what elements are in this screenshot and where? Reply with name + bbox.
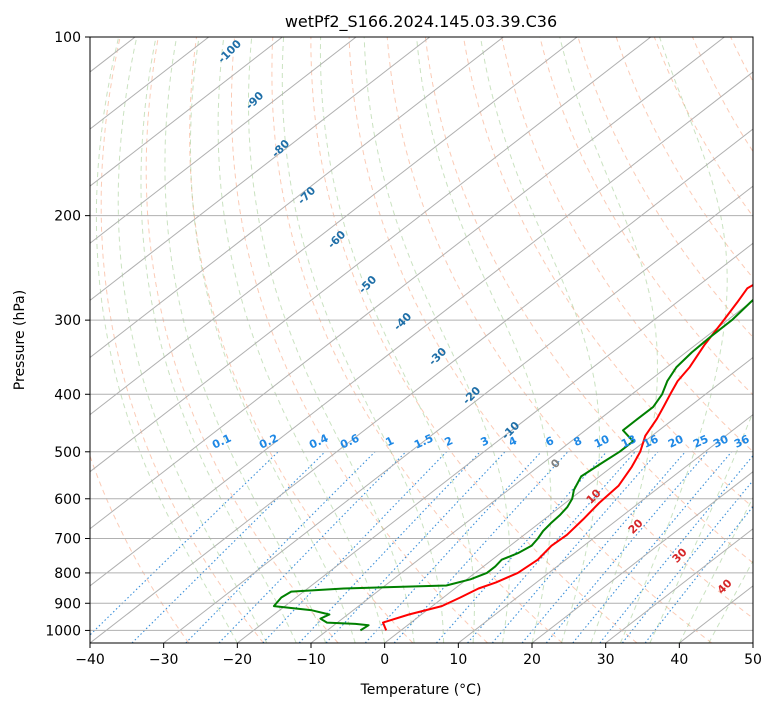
temperature-line: [382, 283, 753, 631]
y-tick-label: 600: [54, 492, 81, 508]
isotherm-line: [90, 37, 578, 416]
isotherm-line: [90, 37, 504, 359]
x-tick-label: 20: [523, 652, 541, 668]
mixing-ratio-line: [467, 451, 636, 643]
mixing-ratio-label: 30: [711, 432, 731, 450]
x-tick-label: −30: [149, 652, 179, 668]
mixing-ratio-line: [262, 451, 447, 643]
plot-frame: [89, 36, 754, 644]
mixing-ratio-label: 36: [732, 432, 752, 450]
y-tick-label: 400: [54, 387, 81, 403]
mixing-ratio-line: [131, 451, 326, 643]
isotherm-line: [163, 185, 753, 643]
grid-lines: [90, 37, 753, 643]
moist-adiabat: [678, 496, 753, 643]
y-tick-label: 1000: [45, 623, 81, 639]
mixing-ratio-label: 13: [619, 432, 638, 450]
mixing-ratio-line: [572, 451, 733, 643]
isotherm-line: [90, 37, 283, 187]
mixing-ratio-line: [185, 451, 376, 643]
moist-adiabat: [164, 37, 327, 643]
y-tick-label: 700: [54, 532, 81, 548]
mixing-ratio-label: 25: [691, 432, 710, 450]
y-tick-label: 300: [54, 313, 81, 329]
isotherm-line: [310, 299, 753, 643]
moist-adiabat: [708, 559, 753, 643]
isotherm-line: [90, 128, 753, 643]
y-tick-label: 100: [54, 30, 81, 46]
y-tick-label: 200: [54, 209, 81, 225]
isotherm-line: [384, 356, 753, 643]
chart-title: wetPf2_S166.2024.145.03.39.C36: [285, 12, 557, 32]
moist-adiabat: [217, 37, 386, 643]
mixing-ratio-line: [435, 451, 608, 643]
mixing-ratio-line: [393, 451, 569, 643]
dry-adiabat: [231, 37, 488, 643]
dewpoint-line: [272, 298, 753, 632]
moist-adiabat: [480, 37, 601, 643]
moist-adiabat: [95, 37, 238, 643]
moist-adiabat: [559, 37, 659, 643]
profile-series: [272, 283, 753, 632]
x-tick-label: 40: [670, 652, 688, 668]
moist-adiabat: [416, 37, 552, 643]
mixing-ratio-line: [218, 451, 407, 643]
mixing-ratio-line: [599, 454, 753, 643]
dry-adiabat: [310, 37, 638, 643]
moist-adiabat: [117, 37, 268, 643]
x-tick-label: −40: [75, 652, 105, 668]
x-tick-label: −10: [296, 652, 326, 668]
moist-adiabat: [619, 37, 728, 643]
mixing-ratio-label: 16: [641, 432, 661, 450]
moist-adiabats: [95, 37, 753, 643]
x-axis-ticks: −40 −30 −20 −10 0 10 20 30 40 50: [75, 643, 762, 668]
moist-adiabat: [140, 37, 297, 643]
mixing-ratio-line: [325, 451, 506, 643]
isotherm-line: [90, 37, 431, 301]
x-tick-label: −20: [223, 652, 253, 668]
mixing-ratio-line: [364, 451, 542, 643]
y-tick-label: 500: [54, 445, 81, 461]
mixing-ratio-lines: [90, 451, 753, 643]
isotherm-line: [90, 71, 753, 587]
x-tick-label: 30: [597, 652, 615, 668]
isotherm-line: [458, 413, 753, 643]
isotherm-line: [605, 528, 753, 643]
moist-adiabat: [363, 37, 511, 643]
x-tick-label: 50: [744, 652, 762, 668]
plot-area: -100-90-80-70-60-50-40-30-20-10010203040…: [90, 37, 753, 643]
isotherm-line: [237, 242, 753, 643]
y-tick-label: 800: [54, 566, 81, 582]
moist-adiabat: [319, 37, 475, 643]
mixing-ratio-label: 20: [666, 432, 686, 450]
moist-adiabat: [649, 411, 753, 643]
x-axis-label: Temperature (°C): [360, 682, 482, 698]
mixing-ratio-label: 10: [592, 432, 612, 450]
moist-adiabat: [190, 37, 356, 643]
y-axis-ticks: 100 200 300 400 500 600 700 800 900 1000: [45, 30, 90, 639]
isotherm-line: [531, 471, 753, 643]
y-axis-label: Pressure (hPa): [12, 290, 28, 390]
isotherm-line: [90, 37, 357, 244]
isotherm-line: [90, 37, 725, 530]
x-tick-label: 10: [449, 652, 467, 668]
mixing-ratio-line: [545, 451, 708, 643]
dry-adiabat: [145, 37, 339, 643]
y-tick-label: 900: [54, 596, 81, 612]
dry-adiabat: [100, 37, 264, 643]
x-tick-label: 0: [380, 652, 389, 668]
isotherm-line: [90, 37, 652, 473]
